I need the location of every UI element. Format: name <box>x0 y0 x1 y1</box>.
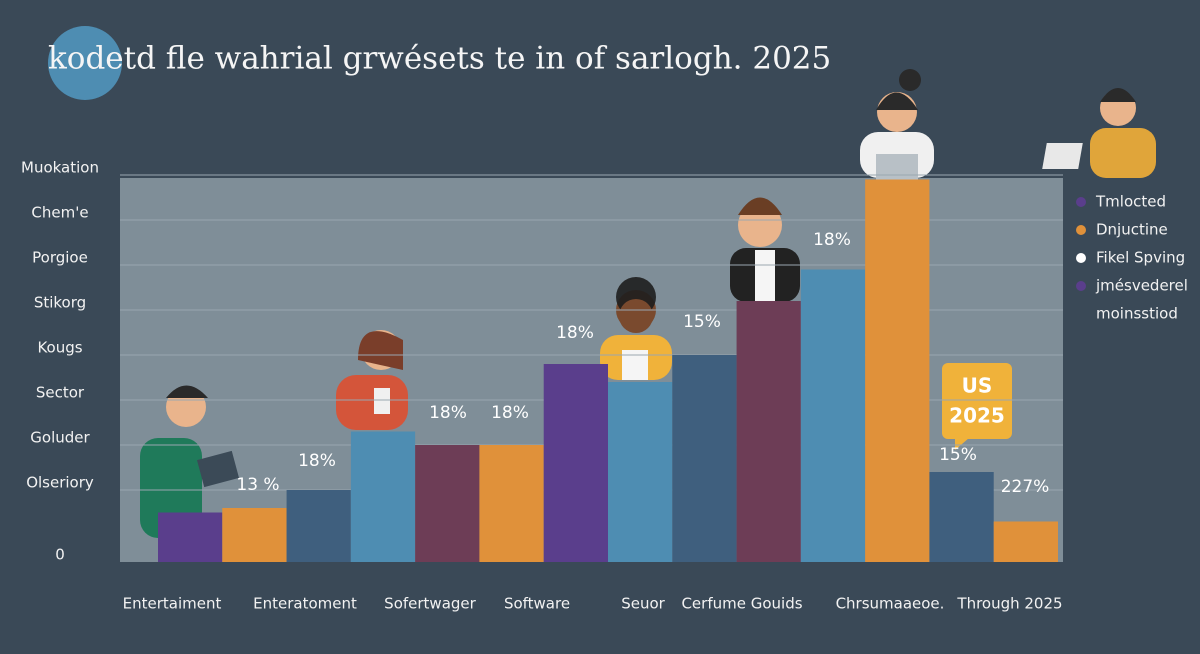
bar <box>543 364 608 562</box>
legend-swatch <box>1076 253 1086 263</box>
data-annotation: 13 % <box>236 475 279 495</box>
legend-swatch <box>1076 225 1086 235</box>
legend-label: Fikel Spving <box>1096 249 1185 267</box>
data-annotation: 18% <box>298 451 336 471</box>
bar <box>222 508 287 562</box>
bar <box>479 445 544 562</box>
y-tick-label: Kougs <box>37 339 82 357</box>
x-tick-label: Enteratoment <box>253 595 357 613</box>
bar <box>415 445 480 562</box>
legend-label: Dnjuctine <box>1096 221 1168 239</box>
data-annotation: 15% <box>939 445 977 465</box>
bar <box>993 521 1058 562</box>
chart-title: kodetd fle wahrial grwésets te in of sar… <box>48 41 831 77</box>
x-tick-label: Sofertwager <box>384 595 476 613</box>
y-tick-label: Chem'e <box>31 204 88 222</box>
legend-label: moinsstiod <box>1096 305 1178 323</box>
y-tick-label: Olseriory <box>26 474 94 492</box>
bar <box>672 355 737 562</box>
callout-text: 2025 <box>949 404 1005 428</box>
legend-swatch <box>1076 197 1086 207</box>
bar <box>800 269 866 562</box>
title-badge <box>48 26 122 100</box>
data-annotation: 18% <box>813 230 851 250</box>
data-annotation: 15% <box>683 312 721 332</box>
legend-label: jmésvederel <box>1095 277 1188 295</box>
people <box>140 69 1156 538</box>
bar <box>608 382 673 562</box>
x-tick-label: Chrsumaaeoe. <box>836 595 945 613</box>
callout-text: US <box>962 374 993 398</box>
x-tick-label: Entertaiment <box>123 595 222 613</box>
bar <box>929 472 994 562</box>
data-annotation: 18% <box>429 403 467 423</box>
data-annotation: 18% <box>556 323 594 343</box>
callout <box>942 363 1012 450</box>
bar <box>350 431 416 562</box>
y-tick-label: Stikorg <box>34 294 86 312</box>
y-tick-label: Muokation <box>21 159 99 177</box>
data-annotation: 227% <box>1001 477 1050 497</box>
y-tick-label: Sector <box>36 384 85 402</box>
bar <box>736 301 801 562</box>
x-tick-label: Through 2025 <box>956 595 1062 613</box>
bar <box>158 512 223 562</box>
y-tick-label: 0 <box>55 546 65 564</box>
bar <box>865 179 930 562</box>
legend-label: Tmlocted <box>1095 193 1166 211</box>
x-tick-label: Software <box>504 595 570 613</box>
y-tick-label: Porgioe <box>32 249 88 267</box>
x-tick-label: Cerfume Gouids <box>681 595 802 613</box>
x-tick-label: Seuor <box>621 595 665 613</box>
data-annotation: 18% <box>491 403 529 423</box>
legend-swatch <box>1076 281 1086 291</box>
bar <box>286 490 351 562</box>
y-tick-label: Goluder <box>30 429 90 447</box>
